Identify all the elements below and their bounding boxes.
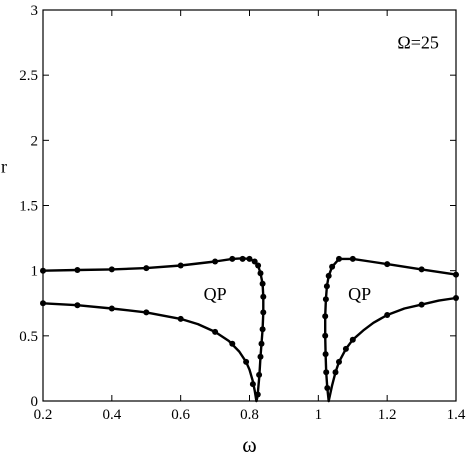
series-4-point: [251, 258, 258, 265]
series-7-point: [349, 336, 356, 343]
series-6-point: [322, 351, 329, 358]
series-7-point: [336, 358, 342, 365]
x-tick-label: 0.8: [240, 407, 259, 423]
series-4-point: [260, 293, 267, 300]
x-tick-label: 0.6: [171, 407, 190, 423]
qp-annotation-right: QP: [348, 284, 371, 304]
series-4-point: [143, 265, 150, 272]
series-4-point: [255, 262, 262, 269]
series-6-point: [329, 263, 336, 270]
series-5-point: [143, 309, 150, 316]
series-6-point: [323, 283, 330, 290]
series-6-point: [324, 385, 331, 391]
series-4-point: [239, 255, 246, 262]
omega-annotation: Ω=25: [397, 33, 439, 53]
series-1-line: [41, 302, 258, 403]
series-7-point: [332, 369, 339, 376]
series-6-point: [418, 266, 425, 273]
series-4-point: [212, 258, 219, 265]
series-4-point: [260, 309, 267, 316]
y-tick-label: 2.5: [19, 68, 38, 84]
x-tick-label: 1: [315, 407, 323, 423]
series-6-point: [349, 255, 356, 262]
series-0-line: [41, 257, 265, 403]
series-4-point: [108, 266, 115, 273]
series-4-point: [246, 255, 253, 262]
x-axis-label: ω: [242, 432, 256, 457]
y-tick-label: 1.5: [19, 199, 38, 215]
y-tick-label: 3: [31, 3, 39, 19]
series-4-point: [257, 353, 264, 360]
series-4-point: [229, 255, 236, 262]
series-5-point: [212, 328, 219, 335]
series-4-point: [177, 262, 184, 269]
series-5-point: [249, 381, 256, 388]
x-tick-label: 1.4: [447, 407, 466, 423]
series-4-point: [257, 270, 264, 277]
plot-area: [40, 255, 459, 403]
series-6-point: [336, 255, 342, 262]
x-tick-label: 0.2: [34, 407, 53, 423]
series-2-line: [324, 257, 458, 403]
series-4-point: [259, 326, 266, 333]
series-4-point: [259, 280, 266, 287]
series-4-point: [254, 391, 261, 398]
y-tick-label: 1: [31, 264, 39, 280]
axis-ticks: 0.2 0.4 0.6 0.8 1 1.2 1.4 0 0.5 1 1.5 2 2.5 3: [19, 3, 466, 423]
series-6-point: [323, 369, 330, 376]
series-5-point: [229, 340, 236, 347]
series-4-point: [256, 371, 263, 378]
series-7-point: [418, 301, 425, 308]
y-tick-label: 0: [31, 394, 39, 410]
series-6-point: [322, 296, 329, 303]
y-axis-label: r: [1, 156, 7, 176]
y-tick-label: 0.5: [19, 329, 38, 345]
plot-frame: [42, 9, 457, 402]
series-4-point: [74, 267, 81, 273]
series-6-point: [322, 332, 329, 339]
series-7-point: [384, 312, 391, 318]
series-6-point: [322, 313, 329, 320]
series-5-point: [108, 305, 115, 312]
x-tick-label: 0.4: [102, 407, 121, 423]
series-5-point: [243, 358, 250, 365]
series-5-point: [177, 315, 184, 322]
series-4-point: [258, 340, 265, 347]
qp-annotation-left: QP: [204, 284, 227, 304]
x-tick-label: 1.2: [378, 407, 397, 423]
series-7-point: [342, 345, 349, 352]
series-6-point: [325, 272, 332, 279]
y-tick-label: 2: [31, 133, 39, 149]
series-5-point: [74, 302, 81, 309]
series-6-point: [384, 261, 391, 268]
